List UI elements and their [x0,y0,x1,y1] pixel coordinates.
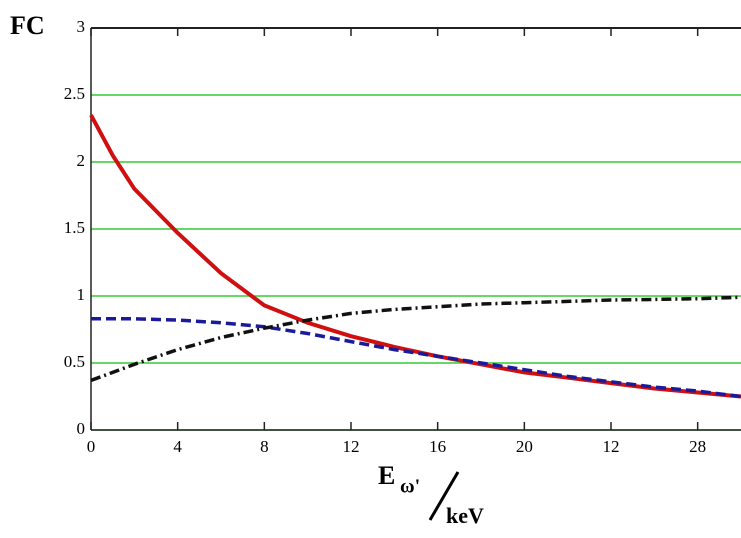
x-tick-label: 4 [173,437,182,456]
y-tick-label: 1.5 [64,218,85,237]
x-tick-label: 12 [603,437,620,456]
x-tick-label: 20 [516,437,533,456]
x-axis-label: E [378,461,395,490]
series-line [91,317,741,399]
y-tick-label: 3 [77,17,86,36]
series-line [89,114,741,399]
x-tick-label: 0 [87,437,96,456]
x-tick-label: 28 [689,437,706,456]
x-tick-label: 16 [429,437,446,456]
y-tick-label: 2 [77,151,86,170]
series-line [90,295,741,383]
y-axis-label: FC [10,11,45,40]
x-tick-label: 8 [260,437,269,456]
slash [428,471,460,521]
x-tick-label: 12 [343,437,360,456]
x-axis-label-sub: ω' [400,476,420,498]
y-tick-label: 0.5 [64,352,85,371]
y-tick-label: 1 [77,285,86,304]
y-tick-label: 0 [77,419,86,438]
y-tick-label: 2.5 [64,84,85,103]
x-axis-unit: keV [446,503,484,528]
